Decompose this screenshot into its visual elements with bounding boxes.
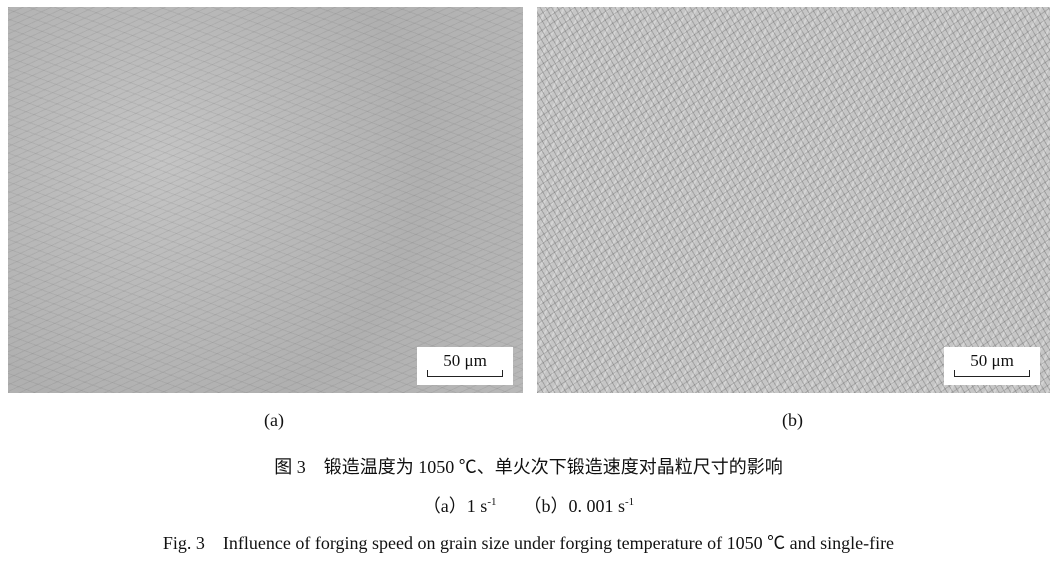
sub-b: （b）0. 001 s xyxy=(523,496,625,516)
scale-bar-a: 50 μm xyxy=(417,347,513,385)
scale-bar-label: 50 μm xyxy=(443,351,487,370)
exp-b: -1 xyxy=(625,496,635,508)
sub-a: （a）1 s xyxy=(422,496,488,516)
panel-label-a: (a) xyxy=(264,410,284,430)
caption-en: Fig. 3 Influence of forging speed on gra… xyxy=(162,533,895,553)
scale-bar-b: 50 μm xyxy=(944,347,1040,385)
scale-bar-label: 50 μm xyxy=(970,351,1014,370)
exp-a: -1 xyxy=(487,496,497,508)
caption-sub: （a）1 s-1 （b）0. 001 s-1 xyxy=(0,492,1057,518)
caption-zh: 图 3 锻造温度为 1050 ℃、单火次下锻造速度对晶粒尺寸的影响 xyxy=(274,457,783,477)
micrograph-b: 50 μm xyxy=(537,7,1050,393)
panel-label-b: (b) xyxy=(782,410,803,430)
micrograph-a: 50 μm xyxy=(8,7,523,393)
